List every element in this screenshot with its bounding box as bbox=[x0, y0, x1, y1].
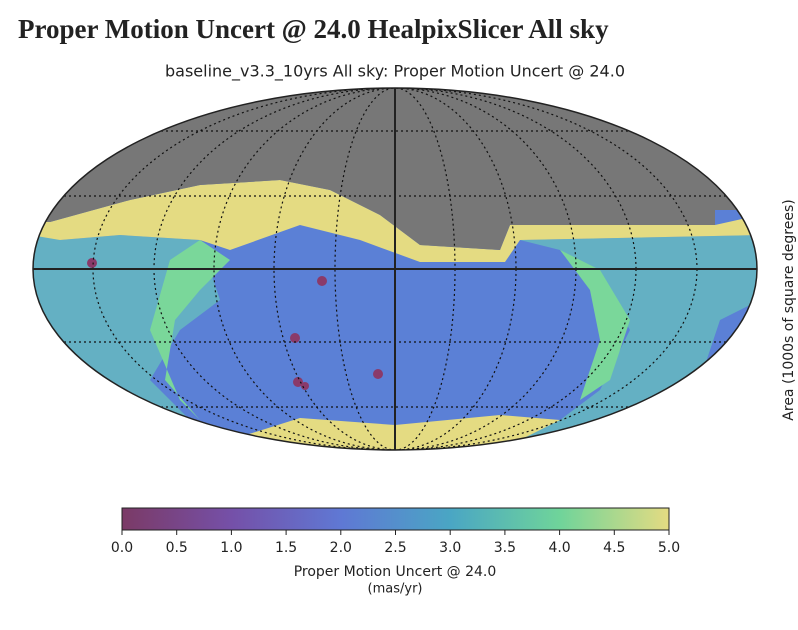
map-spots bbox=[87, 258, 383, 390]
x-tick-label: 2.0 bbox=[330, 540, 352, 556]
colorbar bbox=[121, 507, 670, 531]
x-tick-label: 3.0 bbox=[439, 540, 461, 556]
chart-title: baseline_v3.3_10yrs All sky: Proper Moti… bbox=[165, 62, 625, 82]
x-tick-label: 1.5 bbox=[275, 540, 297, 556]
colorbar-label: Proper Motion Uncert @ 24.0 bbox=[294, 564, 497, 580]
x-tick-label: 3.5 bbox=[494, 540, 516, 556]
graticule bbox=[33, 88, 757, 450]
map-region bbox=[33, 230, 757, 450]
sky-map bbox=[33, 88, 757, 450]
x-tick-label: 5.0 bbox=[658, 540, 680, 556]
x-tick-label: 4.5 bbox=[603, 540, 625, 556]
colorbar-units: (mas/yr) bbox=[368, 582, 423, 597]
x-tick-label: 0.0 bbox=[111, 540, 133, 556]
map-outline bbox=[32, 87, 758, 451]
side-label: Area (1000s of square degrees) bbox=[781, 199, 797, 420]
map-region bbox=[150, 240, 230, 420]
x-tick-label: 0.5 bbox=[166, 540, 188, 556]
map-region bbox=[560, 250, 630, 400]
x-tick-label: 1.0 bbox=[220, 540, 242, 556]
map-region bbox=[33, 180, 757, 262]
x-tick-label: 4.0 bbox=[548, 540, 570, 556]
x-tick-label: 2.5 bbox=[384, 540, 406, 556]
page-title: Proper Motion Uncert @ 24.0 HealpixSlice… bbox=[18, 14, 609, 44]
